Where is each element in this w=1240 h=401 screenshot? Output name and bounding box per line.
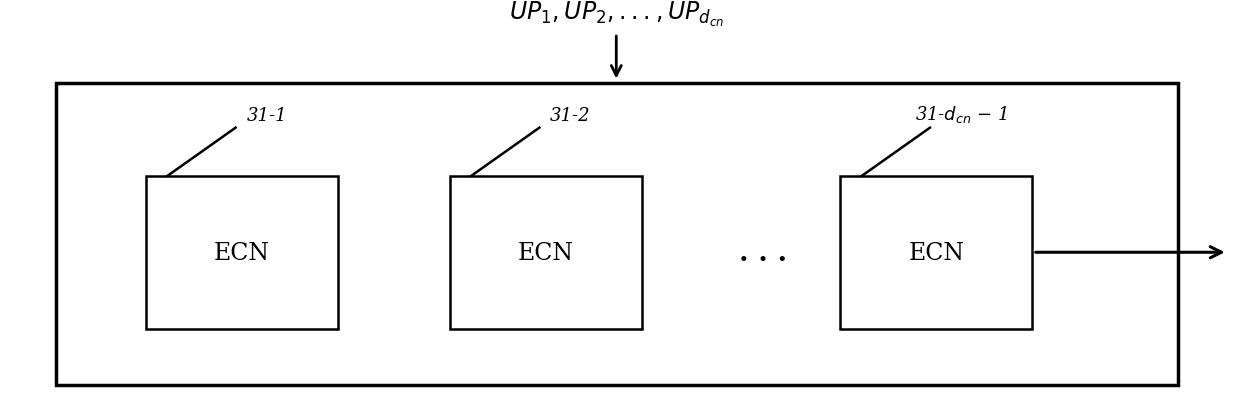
Text: . . .: . . .	[739, 239, 786, 266]
Text: ECN: ECN	[908, 241, 965, 264]
Bar	[146, 176, 339, 329]
Bar	[841, 176, 1033, 329]
Text: 31-$d_{cn}$ − 1: 31-$d_{cn}$ − 1	[915, 103, 1007, 124]
Text: ECN: ECN	[517, 241, 574, 264]
Text: 31-2: 31-2	[551, 106, 590, 124]
Bar	[56, 84, 1178, 385]
Text: 31-1: 31-1	[247, 106, 286, 124]
Text: ECN: ECN	[213, 241, 270, 264]
Bar	[449, 176, 642, 329]
Text: $\mathit{UP}_1, \mathit{UP}_2, ..., \mathit{UP}_{d_{cn}}$: $\mathit{UP}_1, \mathit{UP}_2, ..., \mat…	[508, 0, 724, 28]
